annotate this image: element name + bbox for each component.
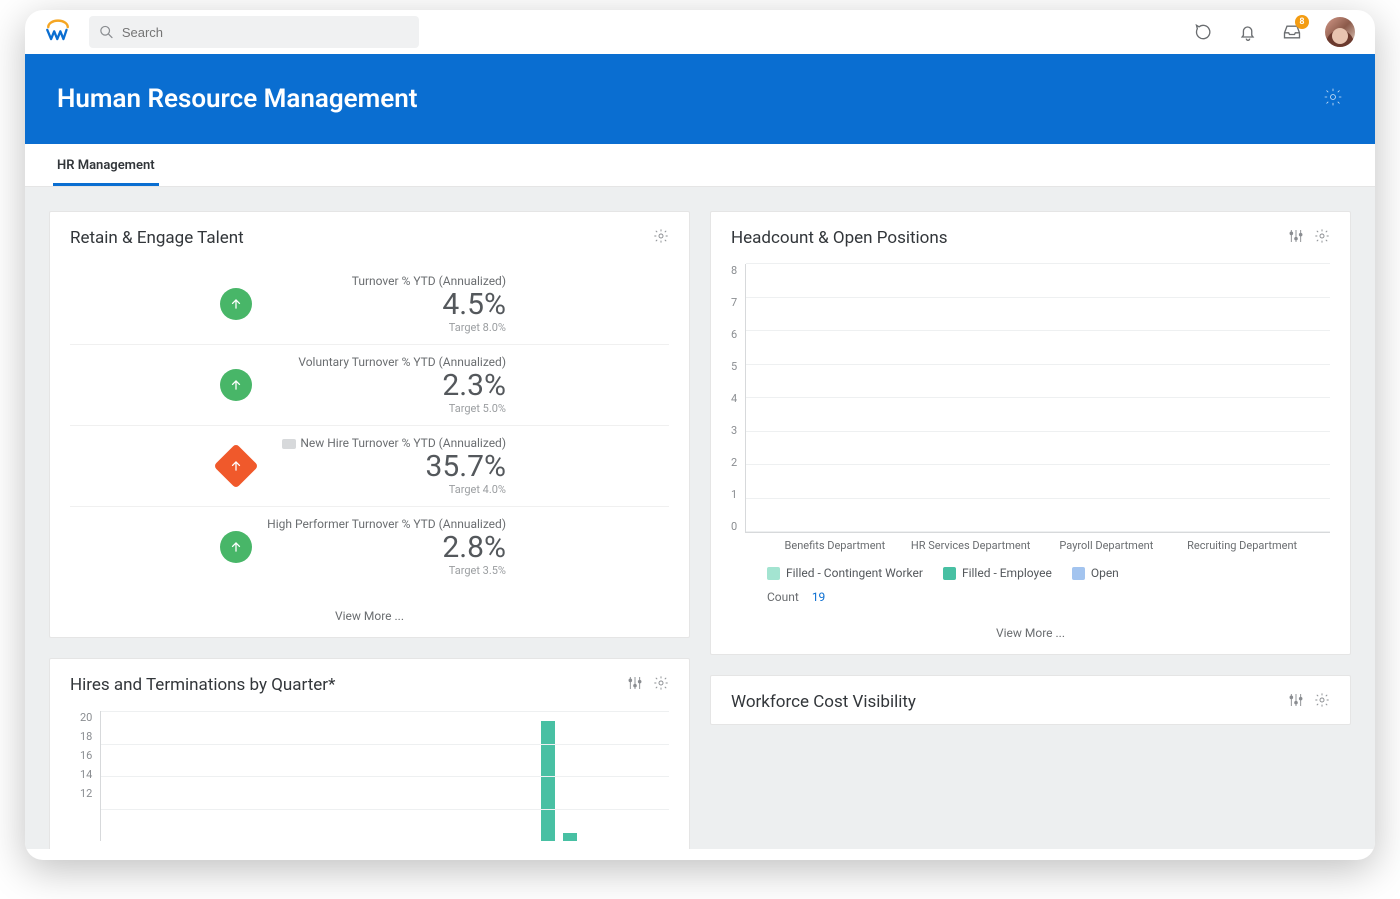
kpi-value: 35.7% — [426, 450, 506, 483]
y-tick: 20 — [80, 711, 92, 724]
arrow-up-icon — [220, 531, 252, 563]
search-icon — [99, 24, 114, 40]
card-hires-terminations: Hires and Terminations by Quarter* 20 18 1… — [49, 658, 690, 849]
view-more-link[interactable]: View More ... — [711, 616, 1350, 654]
kpi-row[interactable]: Turnover % YTD (Annualized)4.5%Target 8.… — [70, 264, 669, 345]
card-title: Headcount & Open Positions — [731, 228, 948, 248]
y-tick: 0 — [731, 520, 737, 533]
legend-item[interactable]: Filled - Employee — [943, 566, 1052, 580]
y-tick: 1 — [731, 488, 737, 501]
search-input[interactable] — [122, 25, 409, 40]
sliders-icon[interactable] — [627, 675, 643, 695]
y-tick: 12 — [80, 787, 92, 800]
page-hero: Human Resource Management — [25, 54, 1375, 144]
legend-swatch — [943, 567, 956, 580]
kpi-list: Turnover % YTD (Annualized)4.5%Target 8.… — [70, 264, 669, 587]
kpi-value: 2.8% — [442, 531, 506, 564]
tab-hr-management[interactable]: HR Management — [53, 144, 159, 186]
gear-icon[interactable] — [1314, 692, 1330, 712]
gear-icon[interactable] — [653, 675, 669, 695]
gear-icon[interactable] — [653, 228, 669, 248]
arrow-up-icon — [220, 288, 252, 320]
legend-label: Filled - Contingent Worker — [786, 566, 923, 580]
y-tick: 7 — [731, 296, 737, 309]
card-headcount: Headcount & Open Positions 8 7 6 5 4 3 2 1 0 — [710, 211, 1351, 655]
notifications-icon[interactable] — [1237, 21, 1259, 43]
right-column: Headcount & Open Positions 8 7 6 5 4 3 2 1 0 — [710, 211, 1351, 849]
search-box[interactable] — [89, 16, 419, 48]
chat-icon[interactable] — [1193, 21, 1215, 43]
user-avatar[interactable] — [1325, 17, 1355, 47]
hires-chart: 20 18 16 14 12 — [70, 711, 669, 841]
card-retain-engage: Retain & Engage Talent Turnover % YTD (A… — [49, 211, 690, 638]
bar[interactable] — [541, 721, 555, 841]
legend-swatch — [1072, 567, 1085, 580]
y-tick: 18 — [80, 730, 92, 743]
legend-label: Filled - Employee — [962, 566, 1052, 580]
sliders-icon[interactable] — [1288, 692, 1304, 712]
neutral-indicator-icon — [282, 439, 296, 449]
kpi-row[interactable]: New Hire Turnover % YTD (Annualized)35.7… — [70, 426, 669, 507]
app-window: 8 Human Resource Management HR Managemen… — [25, 10, 1375, 860]
sliders-icon[interactable] — [1288, 228, 1304, 248]
headcount-chart: 8 7 6 5 4 3 2 1 0 Benefits DepartmentHR Services… — [731, 264, 1330, 604]
y-tick: 5 — [731, 360, 737, 373]
kpi-row[interactable]: Voluntary Turnover % YTD (Annualized)2.3… — [70, 345, 669, 426]
legend-label: Open — [1091, 566, 1119, 580]
kpi-label: High Performer Turnover % YTD (Annualize… — [267, 517, 506, 531]
bar[interactable] — [563, 833, 577, 841]
gear-icon[interactable] — [1314, 228, 1330, 248]
topbar: 8 — [25, 10, 1375, 54]
y-tick: 4 — [731, 392, 737, 405]
dashboard-content: Retain & Engage Talent Turnover % YTD (A… — [25, 187, 1375, 849]
kpi-value: 4.5% — [442, 288, 506, 321]
x-label: Payroll Department — [1039, 539, 1175, 552]
left-column: Retain & Engage Talent Turnover % YTD (A… — [49, 211, 690, 849]
y-tick: 8 — [731, 264, 737, 277]
x-label: Benefits Department — [767, 539, 903, 552]
count-value[interactable]: 19 — [812, 590, 826, 604]
legend-item[interactable]: Filled - Contingent Worker — [767, 566, 923, 580]
page-title: Human Resource Management — [57, 84, 418, 114]
inbox-icon[interactable]: 8 — [1281, 21, 1303, 43]
card-title: Workforce Cost Visibility — [731, 692, 916, 712]
legend-item[interactable]: Open — [1072, 566, 1119, 580]
topbar-actions: 8 — [1193, 17, 1355, 47]
kpi-label: Voluntary Turnover % YTD (Annualized) — [298, 355, 506, 369]
card-title: Hires and Terminations by Quarter* — [70, 675, 335, 695]
kpi-target: Target 4.0% — [449, 483, 506, 496]
kpi-target: Target 3.5% — [449, 564, 506, 577]
x-label: Recruiting Department — [1174, 539, 1310, 552]
card-title: Retain & Engage Talent — [70, 228, 244, 248]
kpi-label: New Hire Turnover % YTD (Annualized) — [282, 436, 506, 450]
kpi-row[interactable]: High Performer Turnover % YTD (Annualize… — [70, 507, 669, 587]
tabs: HR Management — [25, 144, 1375, 187]
kpi-target: Target 8.0% — [449, 321, 506, 334]
kpi-target: Target 5.0% — [449, 402, 506, 415]
inbox-badge: 8 — [1295, 15, 1309, 29]
legend-swatch — [767, 567, 780, 580]
count-row: Count 19 — [731, 584, 1330, 604]
view-more-link[interactable]: View More ... — [50, 599, 689, 637]
workday-logo[interactable] — [45, 19, 71, 45]
y-tick: 2 — [731, 456, 737, 469]
y-tick: 3 — [731, 424, 737, 437]
count-label: Count — [767, 590, 799, 604]
x-label: HR Services Department — [903, 539, 1039, 552]
card-workforce-cost: Workforce Cost Visibility — [710, 675, 1351, 725]
page-settings-icon[interactable] — [1323, 87, 1343, 111]
kpi-value: 2.3% — [442, 369, 506, 402]
arrow-up-icon — [220, 369, 252, 401]
warning-diamond-icon — [213, 443, 258, 488]
y-tick: 14 — [80, 768, 92, 781]
y-tick: 6 — [731, 328, 737, 341]
y-tick: 16 — [80, 749, 92, 762]
kpi-label: Turnover % YTD (Annualized) — [352, 274, 506, 288]
